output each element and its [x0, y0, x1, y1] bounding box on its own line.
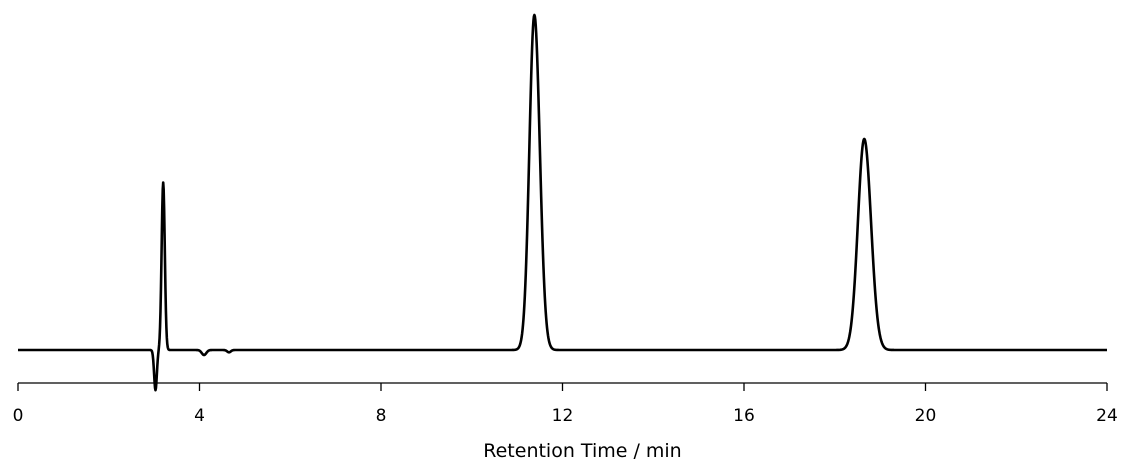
x-tick-label: 0: [13, 406, 24, 426]
x-tick-label: 16: [733, 406, 755, 426]
x-tick-label: 24: [1096, 406, 1118, 426]
chromatogram-trace: [17, 13, 1108, 392]
x-axis-title: Retention Time / min: [483, 440, 681, 461]
x-tick-label: 12: [552, 406, 574, 426]
x-tick-label: 8: [376, 406, 387, 426]
x-axis: 0 4 8 12 16 20 24: [13, 382, 1118, 426]
x-tick-label: 20: [915, 406, 937, 426]
x-tick-label: 4: [194, 406, 205, 426]
trace-layer: [17, 13, 1108, 392]
